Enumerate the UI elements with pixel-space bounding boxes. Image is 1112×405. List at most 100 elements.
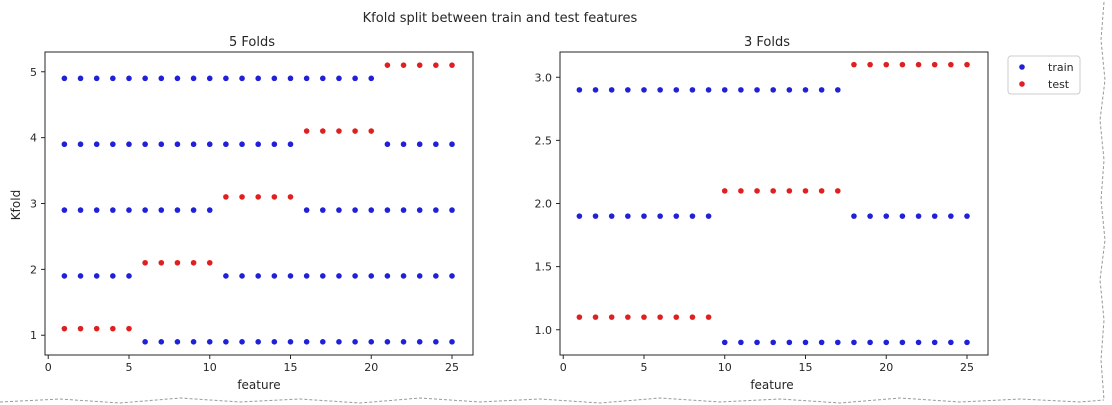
train-point-3-folds (867, 213, 873, 219)
train-point-5-folds (77, 75, 84, 82)
marker-group-5-folds (61, 62, 455, 345)
train-point-5-folds (77, 141, 84, 148)
test-point-3-folds (673, 314, 680, 320)
train-point-5-folds (336, 273, 342, 279)
train-point-5-folds (368, 339, 375, 345)
chart-panel-3-folds: 3 Folds 0 5 10 15 20 25 1.0 1.5 2.0 2.5 3.0 featur… (535, 35, 989, 392)
test-point-3-folds (641, 314, 647, 320)
train-point-3-folds (948, 213, 954, 219)
y-tick-label: 3 (30, 198, 37, 211)
y-tick-label: 1 (30, 329, 37, 342)
train-point-5-folds (190, 75, 197, 82)
train-point-5-folds (255, 273, 261, 279)
train-point-3-folds (754, 87, 760, 93)
train-point-5-folds (336, 339, 342, 345)
y-tick-label: 2.5 (535, 134, 553, 147)
test-point-3-folds (721, 188, 728, 194)
train-point-5-folds (416, 273, 423, 279)
train-point-5-folds (368, 207, 375, 213)
train-point-3-folds (657, 213, 663, 219)
train-point-3-folds (738, 339, 744, 346)
test-point-3-folds (931, 61, 938, 68)
test-point-3-folds (867, 61, 873, 68)
train-point-3-folds (721, 87, 728, 93)
marker-group-3-folds (576, 61, 970, 346)
train-point-5-folds (93, 207, 100, 213)
train-point-3-folds (834, 339, 841, 346)
test-point-5-folds (352, 128, 358, 134)
train-point-5-folds (61, 75, 68, 82)
train-point-5-folds (61, 207, 68, 213)
test-point-5-folds (400, 62, 407, 68)
train-point-3-folds (915, 339, 922, 346)
train-point-5-folds (158, 141, 165, 148)
train-point-5-folds (158, 207, 165, 213)
x-tick-label: 15 (798, 361, 812, 374)
train-point-5-folds (384, 141, 391, 148)
train-point-5-folds (271, 75, 278, 82)
test-point-5-folds (336, 128, 342, 134)
train-point-3-folds (592, 213, 599, 219)
train-point-5-folds (416, 141, 423, 148)
train-point-3-folds (964, 213, 970, 219)
torn-edge-bottom (0, 397, 1105, 404)
test-point-5-folds (61, 325, 68, 332)
train-point-5-folds (239, 75, 245, 82)
train-point-5-folds (126, 75, 132, 82)
test-point-5-folds (303, 128, 310, 134)
test-point-3-folds (738, 188, 744, 194)
train-point-3-folds (576, 213, 583, 219)
train-point-3-folds (608, 213, 615, 219)
train-point-3-folds (673, 87, 680, 93)
train-point-5-folds (93, 75, 100, 82)
train-point-5-folds (352, 207, 358, 213)
legend-train-marker (1019, 64, 1025, 70)
train-point-5-folds (303, 339, 310, 345)
test-point-5-folds (142, 259, 148, 266)
train-point-5-folds (287, 75, 294, 82)
test-point-5-folds (239, 194, 245, 200)
panel-title-3-folds: 3 Folds (744, 35, 790, 50)
panel-title-5-folds: 5 Folds (229, 35, 275, 50)
train-point-5-folds (449, 273, 455, 279)
figure-suptitle: Kfold split between train and test featu… (363, 11, 638, 26)
train-point-3-folds (641, 87, 647, 93)
train-point-5-folds (126, 141, 132, 148)
train-point-5-folds (206, 339, 213, 345)
train-point-5-folds (400, 273, 407, 279)
y-tick-label: 1.0 (535, 324, 553, 337)
train-point-3-folds (770, 339, 776, 346)
test-point-5-folds (271, 194, 278, 200)
train-point-5-folds (142, 75, 148, 82)
y-tick-label: 4 (30, 132, 37, 145)
train-point-3-folds (883, 339, 890, 346)
test-point-5-folds (223, 194, 229, 200)
train-point-3-folds (592, 87, 599, 93)
y-axis-label-5-folds: Kfold (9, 190, 23, 220)
train-point-3-folds (786, 87, 793, 93)
train-point-5-folds (110, 75, 116, 82)
train-point-5-folds (400, 207, 407, 213)
test-point-5-folds (126, 325, 132, 332)
train-point-3-folds (915, 213, 922, 219)
train-point-5-folds (287, 273, 294, 279)
train-point-5-folds (319, 339, 326, 345)
train-point-5-folds (158, 75, 165, 82)
train-point-5-folds (287, 339, 294, 345)
train-point-5-folds (255, 75, 261, 82)
x-axis-label-5-folds: feature (237, 378, 280, 392)
test-point-3-folds (705, 314, 712, 320)
train-point-5-folds (319, 75, 326, 82)
train-point-3-folds (786, 339, 793, 346)
x-tick-label: 0 (45, 361, 52, 374)
train-point-3-folds (754, 339, 760, 346)
train-point-5-folds (223, 273, 229, 279)
train-point-5-folds (174, 207, 181, 213)
train-point-5-folds (77, 273, 84, 279)
test-point-5-folds (190, 259, 197, 266)
train-point-3-folds (608, 87, 615, 93)
train-point-3-folds (834, 87, 841, 93)
train-point-3-folds (641, 213, 647, 219)
test-point-5-folds (110, 325, 116, 332)
train-point-3-folds (625, 87, 631, 93)
